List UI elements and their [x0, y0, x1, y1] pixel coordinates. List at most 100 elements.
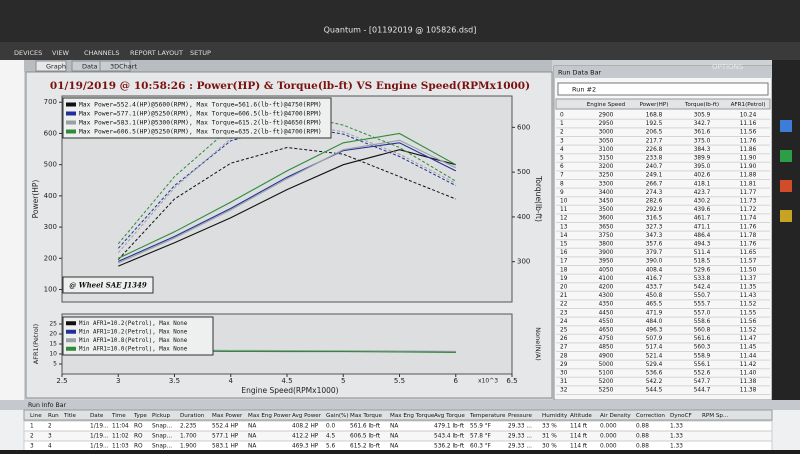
table-cell: 465.5	[646, 302, 663, 308]
y2-tick-label: 300	[517, 258, 530, 266]
menu-bar	[0, 42, 800, 60]
table-cell: 11:02	[112, 434, 129, 440]
table-cell: 2	[30, 434, 34, 440]
table-cell: 3	[30, 444, 34, 450]
table-cell: 57.8 °F	[470, 434, 491, 440]
table-cell: 2.235	[180, 424, 197, 430]
panel-title: Run Data Bar	[558, 69, 602, 77]
tab-label[interactable]: 3DChart	[110, 63, 137, 71]
table-cell: 557.0	[694, 310, 711, 316]
table-cell: 11.90	[740, 164, 757, 170]
table-cell: 11.35	[740, 285, 757, 291]
column-header: Power(HP)	[640, 102, 669, 108]
tab-label[interactable]: Graph	[46, 63, 66, 71]
legend-label: Min AFR1=10.8(Petrol), Max None	[79, 338, 188, 344]
table-cell: 15	[560, 242, 568, 248]
table-cell: 11.47	[740, 336, 757, 342]
y2-tick-label: 600	[517, 123, 530, 131]
legend-swatch	[66, 102, 76, 107]
menu-item[interactable]: CHANNELS	[84, 49, 119, 57]
table-cell: 16	[560, 250, 568, 256]
table-cell: 4550	[599, 319, 614, 325]
table-cell: 5	[560, 156, 564, 162]
table-cell: 1/19...	[90, 434, 109, 440]
table-cell: 11.86	[740, 147, 757, 153]
table-cell: 11.57	[740, 259, 757, 265]
column-header: Temperature	[469, 413, 506, 419]
table-cell: 12	[560, 216, 568, 222]
column-header: Avg Power	[292, 413, 322, 419]
table-cell: 2950	[599, 121, 614, 127]
table-cell: 11.72	[740, 207, 757, 213]
table-cell: 536.2 lb-ft	[434, 444, 465, 450]
menu-item[interactable]: REPORT LAYOUT	[130, 49, 183, 57]
table-cell: 27	[560, 345, 568, 351]
legend-label: Min AFR1=10.2(Petrol), Max None	[79, 321, 188, 327]
table-cell: 461.7	[694, 216, 711, 222]
table-cell: 479.1 lb-ft	[434, 424, 465, 430]
power-line	[118, 149, 456, 267]
menu-item[interactable]: SETUP	[190, 49, 211, 57]
table-cell: 29.33 ...	[508, 434, 532, 440]
table-cell: 192.5	[646, 121, 663, 127]
table-cell: 249.1	[646, 173, 663, 179]
table-cell: 10	[560, 199, 568, 205]
legend-label: Max Power=583.1(HP)@5300(RPM), Max Torqu…	[79, 120, 322, 127]
tab-label[interactable]: Data	[82, 63, 98, 71]
table-cell: 430.2	[694, 199, 711, 205]
table-cell: Snap...	[152, 424, 172, 430]
table-cell: 316.5	[646, 216, 663, 222]
table-cell: 11.90	[740, 156, 757, 162]
table-cell: 10.24	[740, 113, 757, 119]
taskbar-icon[interactable]	[780, 210, 792, 222]
table-cell: 450.8	[646, 293, 663, 299]
table-cell: 226.8	[646, 147, 663, 153]
table-cell: 4	[560, 147, 564, 153]
tab[interactable]	[35, 60, 67, 72]
table-cell: 1/19...	[90, 444, 109, 450]
y-axis-label: Power(HP)	[31, 180, 40, 219]
run-selector[interactable]	[557, 82, 769, 96]
table-cell: 3950	[599, 259, 614, 265]
table-cell: 561.6	[694, 336, 711, 342]
x-tick-label: 4	[229, 377, 234, 385]
table-cell: 542.4	[694, 285, 711, 291]
table-cell: 4	[48, 444, 52, 450]
table-cell: 11:04	[112, 424, 129, 430]
table-cell: 555.7	[694, 302, 711, 308]
table-cell: 292.9	[646, 207, 663, 213]
table-cell: 25	[560, 328, 568, 334]
table-cell: 384.3	[694, 147, 711, 153]
tab[interactable]	[99, 60, 131, 72]
taskbar	[772, 60, 800, 400]
table-cell: 0.000	[600, 434, 617, 440]
chart-title: 01/19/2019 @ 10:58:26 : Power(HP) & Torq…	[50, 80, 530, 92]
table-cell: 494.3	[694, 242, 711, 248]
table-cell: 60.3 °F	[470, 444, 491, 450]
run-selector-label[interactable]: Run #2	[572, 86, 596, 94]
table-cell: 560.3	[694, 345, 711, 351]
column-header: Altitude	[570, 413, 592, 419]
x-tick-label: 6.5	[506, 377, 517, 385]
menu-item[interactable]: VIEW	[52, 49, 69, 57]
taskbar-icon[interactable]	[780, 180, 792, 192]
table-cell: 3750	[599, 233, 614, 239]
table-cell: 544.5	[646, 388, 663, 394]
table-cell: 342.7	[694, 121, 711, 127]
table-cell: NA	[390, 424, 398, 430]
table-cell: 4900	[599, 353, 614, 359]
table-cell: 4450	[599, 310, 614, 316]
table-cell: 577.1 HP	[212, 434, 239, 440]
menu-item[interactable]: DEVICES	[14, 49, 42, 57]
options-button[interactable]: OPTIONS	[712, 63, 744, 71]
table-cell: 11.77	[740, 190, 757, 196]
taskbar-icon[interactable]	[780, 120, 792, 132]
table-header	[555, 98, 771, 110]
table-cell: 11.78	[740, 233, 757, 239]
table-cell: 240.7	[646, 164, 663, 170]
table-cell: 389.9	[694, 156, 711, 162]
table-cell: 543.4 lb-ft	[434, 434, 465, 440]
column-header: Correction	[636, 413, 665, 419]
taskbar-icon[interactable]	[780, 150, 792, 162]
torque-line	[117, 121, 457, 254]
